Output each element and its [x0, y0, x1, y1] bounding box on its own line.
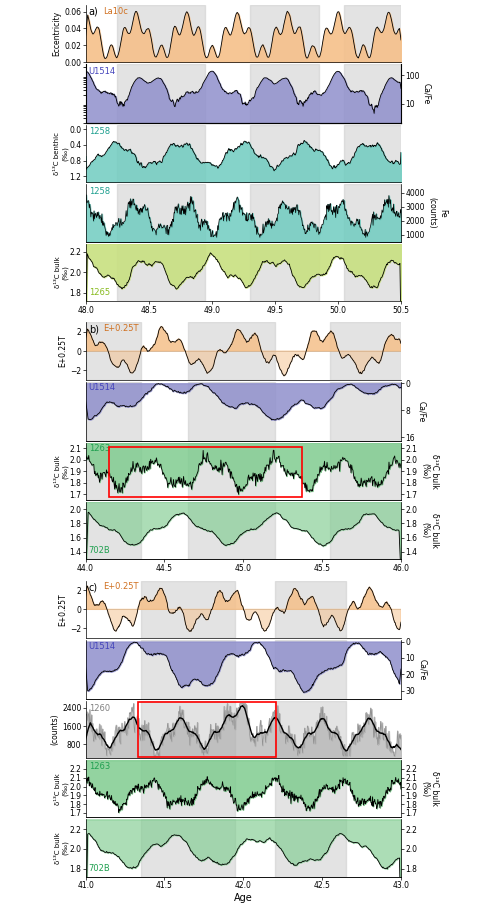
Bar: [249, 185, 318, 241]
Y-axis label: (counts): (counts): [50, 714, 59, 746]
Y-axis label: Fe
(counts): Fe (counts): [427, 197, 446, 228]
Text: 1263: 1263: [88, 444, 110, 453]
Y-axis label: δ¹³C bulk
(‰): δ¹³C bulk (‰): [54, 832, 68, 864]
Text: 702B: 702B: [88, 546, 110, 555]
Bar: [117, 5, 205, 62]
Bar: [85, 502, 141, 559]
Bar: [329, 502, 400, 559]
X-axis label: Age: Age: [233, 893, 252, 903]
Text: b): b): [88, 324, 99, 335]
Bar: [344, 243, 400, 301]
Text: E+0.25T: E+0.25T: [102, 582, 138, 591]
Bar: [344, 5, 400, 62]
Text: E+0.25T: E+0.25T: [102, 324, 138, 333]
Bar: [109, 447, 301, 497]
Y-axis label: δ¹³C benthic
(‰): δ¹³C benthic (‰): [54, 133, 68, 175]
Bar: [188, 323, 274, 379]
Bar: [344, 125, 400, 183]
Text: La10c: La10c: [102, 6, 127, 16]
Text: U1514: U1514: [88, 67, 116, 76]
Y-axis label: δ¹³C bulk
(‰): δ¹³C bulk (‰): [419, 513, 438, 547]
Text: a): a): [88, 6, 98, 16]
Bar: [137, 702, 276, 757]
Text: 702B: 702B: [88, 864, 110, 873]
Bar: [117, 64, 205, 123]
Bar: [274, 640, 345, 699]
Bar: [249, 5, 318, 62]
Bar: [329, 442, 400, 500]
Bar: [274, 819, 345, 877]
Text: 1258: 1258: [88, 127, 110, 136]
Bar: [344, 64, 400, 123]
Bar: [85, 442, 141, 500]
Bar: [249, 243, 318, 301]
Bar: [188, 381, 274, 441]
Text: 1260: 1260: [88, 704, 110, 713]
Bar: [188, 502, 274, 559]
Y-axis label: Ca/Fe: Ca/Fe: [417, 659, 426, 680]
Y-axis label: δ¹³C bulk
(‰): δ¹³C bulk (‰): [54, 256, 68, 288]
Bar: [274, 580, 345, 638]
Text: 1263: 1263: [88, 762, 110, 771]
Bar: [141, 580, 235, 638]
Bar: [117, 185, 205, 241]
Bar: [141, 819, 235, 877]
Bar: [249, 125, 318, 183]
Bar: [141, 640, 235, 699]
Bar: [249, 64, 318, 123]
Bar: [274, 701, 345, 759]
Text: U1514: U1514: [88, 383, 116, 392]
Bar: [141, 760, 235, 817]
Text: 1265: 1265: [88, 288, 110, 297]
Bar: [329, 381, 400, 441]
Y-axis label: Ca/Fe: Ca/Fe: [417, 400, 426, 421]
Bar: [329, 323, 400, 379]
Y-axis label: E+0.25T: E+0.25T: [59, 593, 67, 626]
Bar: [85, 323, 141, 379]
Bar: [141, 701, 235, 759]
Y-axis label: Eccentricity: Eccentricity: [53, 11, 61, 56]
Y-axis label: δ¹³C bulk
(‰): δ¹³C bulk (‰): [419, 771, 438, 806]
Bar: [344, 185, 400, 241]
Text: 1258: 1258: [88, 187, 110, 197]
Y-axis label: δ¹³C bulk
(‰): δ¹³C bulk (‰): [54, 455, 68, 487]
Bar: [117, 125, 205, 183]
Y-axis label: δ¹³C bulk
(‰): δ¹³C bulk (‰): [54, 773, 68, 804]
Bar: [274, 760, 345, 817]
Y-axis label: δ¹³C bulk
(‰): δ¹³C bulk (‰): [419, 454, 438, 489]
Bar: [85, 381, 141, 441]
Y-axis label: E+0.25T: E+0.25T: [59, 335, 67, 367]
Bar: [117, 243, 205, 301]
Bar: [188, 442, 274, 500]
Text: c): c): [88, 582, 98, 592]
Text: U1514: U1514: [88, 642, 116, 651]
Y-axis label: Ca/Fe: Ca/Fe: [422, 83, 430, 104]
